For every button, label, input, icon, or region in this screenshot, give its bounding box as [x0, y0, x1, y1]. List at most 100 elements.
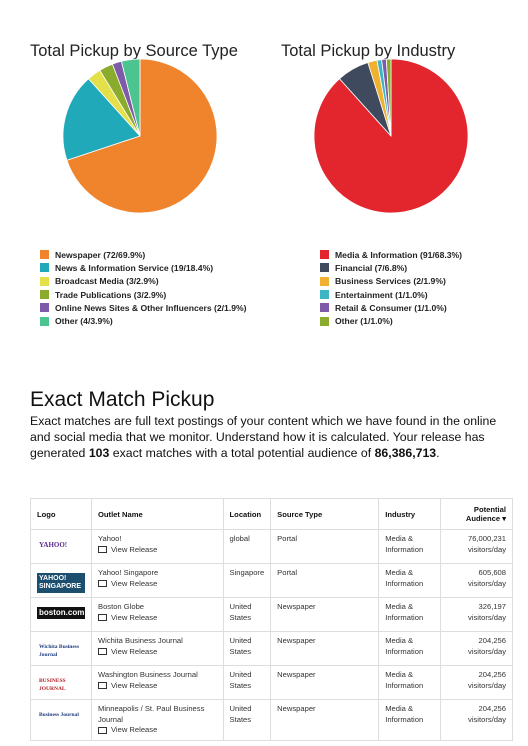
source-type: Newspaper: [270, 699, 380, 741]
table-row: boston.com Boston Globe View Release United…: [30, 597, 513, 632]
legend-label: Retail & Consumer (1/1.0%): [335, 302, 447, 313]
view-release-link[interactable]: View Release: [98, 681, 217, 692]
location: Singapore: [222, 563, 272, 598]
potential-audience: 76,000,231 visitors/day: [440, 529, 513, 564]
column-header[interactable]: Potential Audience: [440, 498, 513, 530]
potential-audience: 326,197 visitors/day: [440, 597, 513, 632]
legend-item: Other (4/3.9%): [40, 314, 247, 327]
view-release-link[interactable]: View Release: [98, 579, 217, 590]
view-release-link[interactable]: View Release: [98, 545, 217, 556]
legend-swatch: [320, 263, 329, 273]
legend-swatch: [40, 290, 49, 300]
outlet-name: Yahoo!: [98, 534, 122, 543]
legend-label: Financial (7/6.8%): [335, 262, 408, 273]
legend-item: Financial (7/6.8%): [320, 261, 462, 274]
column-header: Source Type: [270, 498, 380, 530]
source-type: Portal: [270, 529, 380, 564]
view-release-link[interactable]: View Release: [98, 613, 217, 624]
legend-item: Media & Information (91/68.3%): [320, 248, 462, 261]
logo-cell: boston.com: [30, 597, 92, 632]
location: United States: [222, 631, 272, 666]
table-row: BUSINESS JOURNAL Washington Business Jour…: [30, 665, 513, 700]
legend-item: Other (1/1.0%): [320, 314, 462, 327]
potential-audience: 204,256 visitors/day: [440, 699, 513, 741]
industry: Media & Information: [378, 529, 442, 564]
pie-chart: [313, 58, 469, 214]
logo-cell: BUSINESS JOURNAL: [30, 665, 92, 700]
location: United States: [222, 597, 272, 632]
audience-total: 86,386,713: [374, 446, 437, 460]
pie-slice: [66, 58, 218, 214]
outlet-name: Washington Business Journal: [98, 670, 198, 679]
view-release-link[interactable]: View Release: [98, 725, 217, 736]
outlet-cell: Washington Business Journal View Release: [91, 665, 224, 700]
legend-item: Business Services (2/1.9%): [320, 275, 462, 288]
outlet-logo: Wichita Business Journal: [39, 644, 80, 658]
legend-swatch: [320, 316, 329, 326]
legend-label: Other (1/1.0%): [335, 316, 393, 327]
outlet-name: Yahoo! Singapore: [98, 568, 159, 577]
logo-cell: Business Journal: [30, 699, 92, 741]
legend-swatch: [320, 250, 329, 260]
legend-swatch: [40, 263, 49, 273]
text: Exact matches are full text postings of …: [30, 414, 497, 460]
legend-swatch: [320, 303, 329, 313]
legend-label: Entertainment (1/1.0%): [335, 289, 428, 300]
text: exact matches with a total potential aud…: [112, 446, 372, 460]
potential-audience: 204,256 visitors/day: [440, 665, 513, 700]
industry: Media & Information: [378, 563, 442, 598]
source-type: Newspaper: [270, 665, 380, 700]
source-type: Portal: [270, 563, 380, 598]
legend-item: Retail & Consumer (1/1.0%): [320, 301, 462, 314]
location: United States: [222, 699, 272, 741]
potential-audience: 204,256 visitors/day: [440, 631, 513, 666]
section-title: Exact Match Pickup: [30, 388, 215, 411]
table-row: Wichita Business Journal Wichita Business…: [30, 631, 513, 666]
table-row: YAHOO! SINGAPORE Yahoo! Singapore View Rel…: [30, 563, 513, 598]
column-header: Location: [222, 498, 272, 530]
legend-swatch: [320, 276, 329, 286]
outlet-cell: Yahoo! View Release: [91, 529, 224, 564]
outlet-logo: YAHOO! SINGAPORE: [37, 573, 85, 593]
legend-label: Newspaper (72/69.9%): [55, 249, 146, 260]
legend-item: Broadcast Media (3/2.9%): [40, 275, 247, 288]
industry: Media & Information: [378, 665, 442, 700]
pie-slice: [62, 78, 141, 161]
outlet-logo: Business Journal: [39, 712, 79, 718]
location: United States: [222, 665, 272, 700]
source-type: Newspaper: [270, 631, 380, 666]
legend-item: Entertainment (1/1.0%): [320, 288, 462, 301]
logo-cell: YAHOO!: [30, 529, 92, 564]
legend-label: Trade Publications (3/2.9%): [55, 289, 167, 300]
pie-slice: [120, 58, 141, 137]
section-text: Exact matches are full text postings of …: [30, 413, 510, 461]
column-header: Logo: [30, 498, 92, 530]
outlet-cell: Minneapolis / St. Paul Business Journal V…: [91, 699, 224, 741]
match-count: 103: [88, 446, 110, 460]
chart-title: Total Pickup by Source Type: [30, 42, 238, 60]
logo-cell: YAHOO! SINGAPORE: [30, 563, 92, 598]
industry: Media & Information: [378, 631, 442, 666]
view-release-link[interactable]: View Release: [98, 647, 217, 658]
chart-title: Total Pickup by Industry: [281, 42, 456, 60]
text: .: [436, 446, 440, 460]
legend-item: Online News Sites & Other Influencers (2…: [40, 301, 247, 314]
location: global: [222, 529, 272, 564]
legend-item: News & Information Service (19/18.4%): [40, 261, 247, 274]
legend: Media & Information (91/68.3%) Financial …: [320, 248, 462, 328]
outlet-cell: Yahoo! Singapore View Release: [91, 563, 224, 598]
legend-swatch: [40, 303, 49, 313]
industry: Media & Information: [378, 597, 442, 632]
pie-slice: [313, 58, 469, 214]
legend: Newspaper (72/69.9%) News & Information S…: [40, 248, 247, 328]
header-row: Logo Outlet Name Location Source Type Indust…: [30, 498, 513, 530]
legend-swatch: [320, 290, 329, 300]
legend-label: Business Services (2/1.9%): [335, 276, 446, 287]
table-row: Business Journal Minneapolis / St. Paul B…: [30, 699, 513, 741]
outlet-name: Minneapolis / St. Paul Business Journal: [98, 704, 205, 724]
pie-chart: [62, 58, 218, 214]
legend-label: Broadcast Media (3/2.9%): [55, 276, 159, 287]
column-header: Outlet Name: [91, 498, 224, 530]
outlet-logo: boston.com: [37, 607, 85, 619]
